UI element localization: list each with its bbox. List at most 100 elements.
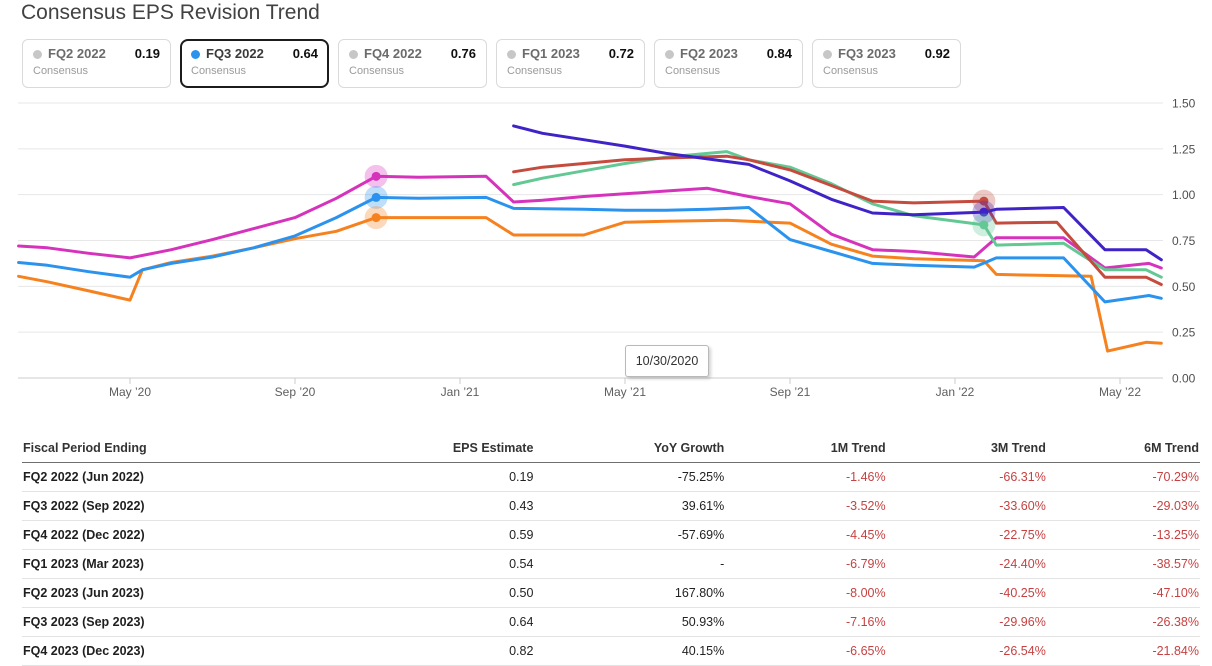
consensus-card-fq2-2023[interactable]: FQ2 2023 0.84 Consensus [654, 39, 803, 88]
column-header-eps-estimate: EPS Estimate [375, 435, 535, 463]
card-header-row: FQ1 2023 0.72 [507, 47, 634, 61]
consensus-card-fq3-2022[interactable]: FQ3 2022 0.64 Consensus [180, 39, 329, 88]
cell-eps: 0.19 [375, 462, 535, 492]
marker-dot-fq3-2022 [371, 192, 381, 202]
card-period-label: FQ3 2023 [838, 46, 896, 61]
cell-m1: -6.65% [725, 636, 887, 666]
y-axis-tick-label: 0.50 [1172, 280, 1196, 294]
cell-yoy: 40.15% [534, 636, 726, 666]
cell-m6: -26.38% [1046, 607, 1200, 637]
cell-period: FQ1 2023 (Mar 2023) [22, 549, 376, 579]
table-row-fq2-2023: FQ2 2023 (Jun 2023) 0.50 167.80% -8.00% -40.… [22, 578, 1200, 608]
cell-m6: -70.29% [1046, 462, 1200, 492]
consensus-card-fq1-2023[interactable]: FQ1 2023 0.72 Consensus [496, 39, 645, 88]
column-header-fiscal-period-ending: Fiscal Period Ending [22, 435, 376, 463]
cell-m3: -66.31% [886, 462, 1047, 492]
cell-eps: 0.82 [375, 636, 535, 666]
marker-dot-fq2-2023 [979, 196, 989, 206]
y-axis-tick-label: 0.75 [1172, 234, 1196, 248]
y-axis-tick-label: 0.00 [1172, 372, 1196, 386]
estimates-table-head: Fiscal Period Ending EPS Estimate YoY Grow… [22, 435, 1200, 463]
x-axis-tick-label: Jan ’21 [441, 385, 480, 399]
column-header-1m-trend: 1M Trend [725, 435, 887, 463]
cell-m3: -24.40% [886, 549, 1047, 579]
column-header-yoy-growth: YoY Growth [534, 435, 726, 463]
series-line-fq4-2022[interactable] [17, 174, 1163, 270]
card-period-label: FQ2 2022 [48, 46, 106, 61]
x-axis-tick-label: Jan ’22 [936, 385, 975, 399]
marker-dot-fq2-2022 [371, 213, 381, 223]
cell-eps: 0.43 [375, 491, 535, 521]
cell-m3: -33.60% [886, 491, 1047, 521]
card-sublabel: Consensus [823, 65, 879, 77]
selected-dot-icon [191, 49, 200, 59]
table-row-fq2-2022: FQ2 2022 (Jun 2022) 0.19 -75.25% -1.46% -66.… [22, 462, 1200, 492]
card-consensus-value: 0.19 [134, 46, 160, 61]
column-header-3m-trend: 3M Trend [886, 435, 1047, 463]
card-period-label: FQ1 2023 [522, 46, 580, 61]
y-axis-tick-label: 1.25 [1172, 142, 1196, 156]
cell-m1: -6.79% [725, 549, 887, 579]
card-sublabel: Consensus [665, 65, 721, 77]
column-header-6m-trend: 6M Trend [1046, 435, 1200, 463]
series-line-fq1-2023[interactable] [512, 150, 1163, 279]
cell-m1: -7.16% [725, 607, 887, 637]
cell-eps: 0.54 [375, 549, 535, 579]
x-axis-tick-label: May ’22 [1099, 385, 1141, 399]
y-axis-tick-label: 1.00 [1172, 188, 1196, 202]
card-header-row: FQ3 2023 0.92 [823, 47, 950, 61]
marker-dot-fq4-2022 [371, 171, 381, 181]
card-sublabel: Consensus [349, 65, 405, 77]
chart-tooltip: 10/30/2020 [625, 345, 709, 377]
inactive-dot-icon [349, 49, 358, 59]
cell-m6: -47.10% [1046, 578, 1200, 608]
y-axis-tick-label: 1.50 [1172, 97, 1196, 111]
series-line-fq2-2022[interactable] [17, 216, 1163, 353]
cell-yoy: -57.69% [534, 520, 726, 550]
card-consensus-value: 0.92 [924, 46, 950, 61]
series-line-fq2-2023[interactable] [512, 154, 1163, 286]
card-sublabel: Consensus [507, 65, 563, 77]
cell-m1: -8.00% [725, 578, 887, 608]
eps-revision-chart[interactable]: 0.00 0.25 0.50 0.75 1.00 1.25 1.50 May ’20 Sep ’… [0, 0, 1212, 430]
cell-eps: 0.50 [375, 578, 535, 608]
consensus-card-fq2-2022[interactable]: FQ2 2022 0.19 Consensus [22, 39, 171, 88]
inactive-dot-icon [507, 49, 516, 59]
cell-m6: -29.03% [1046, 491, 1200, 521]
table-row-fq3-2022: FQ3 2022 (Sep 2022) 0.43 39.61% -3.52% -33.6… [22, 491, 1200, 521]
cell-period: FQ3 2023 (Sep 2023) [22, 607, 376, 637]
card-consensus-value: 0.64 [292, 46, 318, 61]
x-axis-tick-label: Sep ’20 [275, 385, 316, 399]
chart-container[interactable]: 0.00 0.25 0.50 0.75 1.00 1.25 1.50 May ’20 Sep ’… [0, 0, 1212, 430]
cell-m3: -26.54% [886, 636, 1047, 666]
cell-m3: -29.96% [886, 607, 1047, 637]
card-header-row: FQ4 2022 0.76 [349, 47, 476, 61]
card-header-row: FQ2 2023 0.84 [665, 47, 792, 61]
cell-yoy: 39.61% [534, 491, 726, 521]
card-period-label: FQ4 2022 [364, 46, 422, 61]
page-title: Consensus EPS Revision Trend [21, 1, 320, 24]
card-sublabel: Consensus [191, 65, 247, 77]
x-axis-tick-label: May ’21 [604, 385, 646, 399]
consensus-cards: FQ2 2022 0.19 Consensus FQ3 2022 0.64 Consens… [22, 39, 961, 88]
cell-m1: -4.45% [725, 520, 887, 550]
estimates-table-body: FQ2 2022 (Jun 2022) 0.19 -75.25% -1.46% -66.… [22, 462, 1200, 666]
cell-yoy: 50.93% [534, 607, 726, 637]
cell-period: FQ4 2023 (Dec 2023) [22, 636, 376, 666]
inactive-dot-icon [33, 49, 42, 59]
x-axis-tick-label: May ’20 [109, 385, 151, 399]
cell-m3: -22.75% [886, 520, 1047, 550]
card-header-row: FQ3 2022 0.64 [191, 47, 318, 61]
cell-period: FQ2 2022 (Jun 2022) [22, 462, 376, 492]
consensus-card-fq3-2023[interactable]: FQ3 2023 0.92 Consensus [812, 39, 961, 88]
table-row-fq4-2023: FQ4 2023 (Dec 2023) 0.82 40.15% -6.65% -26.5… [22, 636, 1200, 666]
cell-m6: -13.25% [1046, 520, 1200, 550]
consensus-card-fq4-2022[interactable]: FQ4 2022 0.76 Consensus [338, 39, 487, 88]
cell-m6: -21.84% [1046, 636, 1200, 666]
card-consensus-value: 0.84 [766, 46, 792, 61]
table-row-fq4-2022: FQ4 2022 (Dec 2022) 0.59 -57.69% -4.45% -22.… [22, 520, 1200, 550]
series-line-fq3-2023[interactable] [512, 124, 1163, 262]
series-line-fq3-2022[interactable] [17, 195, 1163, 304]
x-axis-tick-label: Sep ’21 [770, 385, 811, 399]
table-row-fq3-2023: FQ3 2023 (Sep 2023) 0.64 50.93% -7.16% -29.9… [22, 607, 1200, 637]
